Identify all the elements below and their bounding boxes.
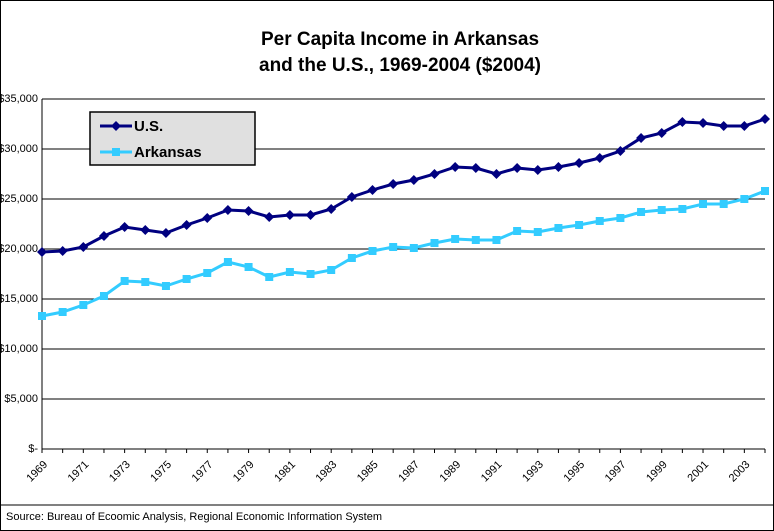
marker: [57, 246, 68, 256]
marker: [368, 247, 377, 255]
y-tick-label: $30,000: [0, 143, 38, 155]
y-tick-label: $5,000: [4, 393, 38, 405]
marker: [575, 221, 584, 229]
marker: [451, 235, 460, 243]
marker: [306, 270, 315, 278]
marker: [677, 117, 688, 127]
legend-box: [89, 111, 256, 166]
y-tick-label: $35,000: [0, 93, 38, 105]
marker: [636, 133, 647, 143]
marker: [327, 266, 336, 274]
marker: [37, 247, 47, 257]
legend-label: U.S.: [134, 118, 163, 135]
marker: [305, 210, 316, 220]
y-tick-label: $-: [28, 443, 38, 455]
marker: [119, 222, 130, 232]
marker: [265, 273, 274, 281]
marker: [264, 212, 275, 222]
marker: [513, 227, 522, 235]
marker: [347, 254, 356, 262]
marker: [388, 179, 399, 189]
marker: [492, 236, 501, 244]
marker: [284, 210, 295, 220]
marker: [326, 204, 337, 214]
chart-title: and the U.S., 1969-2004 ($2004): [259, 55, 541, 76]
marker: [761, 187, 769, 195]
marker: [408, 175, 419, 185]
marker: [203, 269, 212, 277]
marker: [58, 308, 67, 316]
marker: [409, 244, 418, 252]
source-note: Source: Bureau of Ecoomic Analysis, Regi…: [6, 511, 382, 523]
marker: [450, 162, 461, 172]
marker: [140, 225, 151, 235]
marker: [718, 121, 729, 131]
marker: [595, 217, 604, 225]
legend-marker: [112, 148, 120, 156]
marker: [244, 263, 253, 271]
legend-marker: [111, 121, 121, 131]
marker: [346, 192, 357, 202]
y-tick-label: $10,000: [0, 343, 38, 355]
marker: [739, 121, 750, 131]
marker: [491, 169, 502, 179]
marker: [615, 146, 626, 156]
marker: [719, 200, 728, 208]
y-tick-label: $15,000: [0, 293, 38, 305]
marker: [616, 214, 625, 222]
marker: [367, 185, 378, 195]
marker: [79, 301, 88, 309]
marker: [181, 220, 192, 230]
marker: [678, 205, 687, 213]
marker: [243, 206, 254, 216]
marker: [202, 213, 213, 223]
marker: [429, 169, 440, 179]
marker: [389, 243, 398, 251]
marker: [38, 312, 46, 320]
marker: [222, 205, 233, 215]
marker: [223, 258, 232, 266]
chart-title: Per Capita Income in Arkansas: [261, 29, 539, 50]
marker: [574, 158, 585, 168]
marker: [698, 118, 709, 128]
marker: [554, 224, 563, 232]
marker: [99, 292, 108, 300]
marker: [656, 128, 667, 138]
marker: [471, 236, 480, 244]
marker: [532, 165, 543, 175]
legend-label: Arkansas: [134, 144, 202, 161]
marker: [470, 163, 481, 173]
marker: [637, 208, 646, 216]
marker: [740, 195, 749, 203]
marker: [594, 153, 605, 163]
marker: [430, 239, 439, 247]
marker: [760, 114, 770, 124]
marker: [160, 228, 171, 238]
y-tick-label: $25,000: [0, 193, 38, 205]
marker: [553, 162, 564, 172]
marker: [161, 282, 170, 290]
y-tick-label: $20,000: [0, 243, 38, 255]
marker: [98, 231, 109, 241]
marker: [285, 268, 294, 276]
marker: [699, 200, 708, 208]
marker: [512, 163, 523, 173]
marker: [533, 228, 542, 236]
marker: [120, 277, 129, 285]
marker: [182, 275, 191, 283]
marker: [141, 278, 150, 286]
marker: [78, 242, 89, 252]
marker: [657, 206, 666, 214]
